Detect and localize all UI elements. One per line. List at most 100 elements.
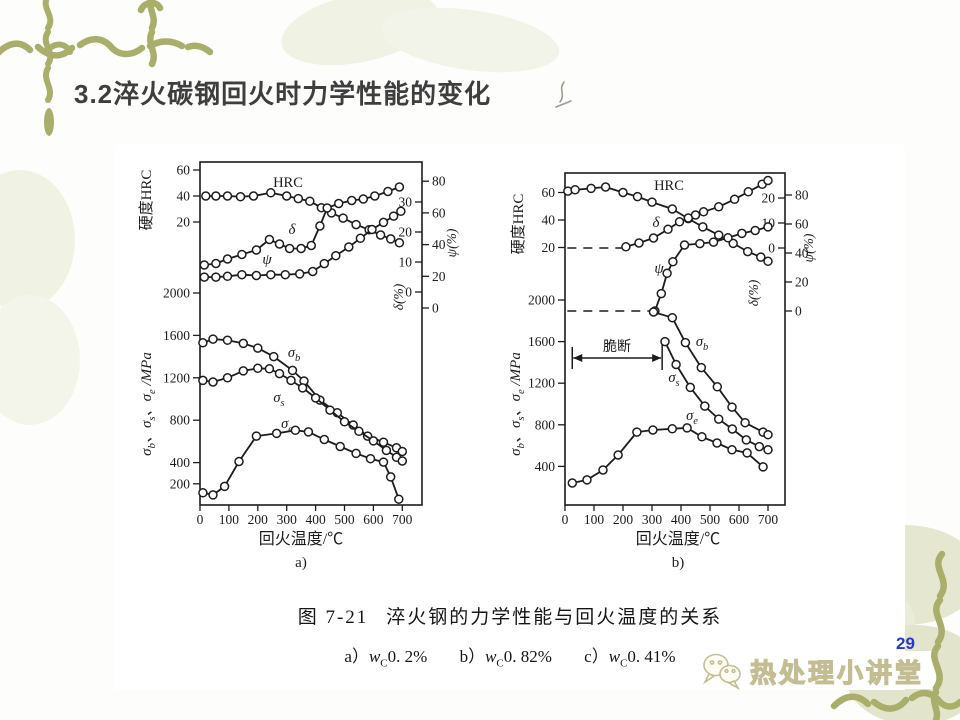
svg-text:σb: σb bbox=[288, 345, 300, 364]
curve-sigma_b bbox=[648, 307, 773, 440]
svg-text:400: 400 bbox=[671, 512, 692, 527]
vine-decoration-bottom-right-horizontal bbox=[830, 689, 960, 712]
svg-text:ψ: ψ bbox=[262, 252, 272, 268]
svg-text:40: 40 bbox=[542, 213, 556, 228]
svg-text:HRC: HRC bbox=[654, 178, 684, 194]
svg-text:0: 0 bbox=[197, 512, 204, 527]
svg-text:脆断: 脆断 bbox=[603, 338, 631, 355]
figure-number: 图 7-21 bbox=[297, 607, 369, 628]
svg-text:600: 600 bbox=[363, 512, 384, 527]
svg-text:δ: δ bbox=[653, 215, 661, 231]
plot-border bbox=[199, 161, 423, 506]
chart-b-content: 0 100 200 300 400 500 600 700604020200016001200… bbox=[508, 172, 816, 571]
svg-text:1600: 1600 bbox=[163, 328, 190, 343]
svg-text:200: 200 bbox=[170, 476, 191, 491]
svg-text:0: 0 bbox=[432, 301, 439, 316]
svg-text:ψ(%): ψ(%) bbox=[801, 233, 816, 262]
svg-text:20: 20 bbox=[399, 225, 413, 240]
svg-text:400: 400 bbox=[535, 459, 556, 474]
page-number: 29 bbox=[896, 634, 915, 653]
figure-title: 淬火钢的力学性能与回火温度的关系 bbox=[386, 607, 723, 628]
curve-HRC bbox=[563, 182, 773, 267]
svg-text:700: 700 bbox=[392, 512, 413, 527]
logo-watermark: 热处理小讲堂 bbox=[700, 650, 924, 692]
caption-item-c: c）wC0. 41% bbox=[584, 647, 676, 670]
svg-text:30: 30 bbox=[399, 195, 413, 210]
svg-text:800: 800 bbox=[535, 417, 556, 432]
slide-title: 3.2淬火碳钢回火时力学性能的变化 bbox=[74, 79, 492, 109]
svg-text:0: 0 bbox=[768, 241, 775, 256]
svg-text:60: 60 bbox=[432, 205, 446, 220]
svg-text:0: 0 bbox=[795, 304, 802, 319]
chart-a-content: 0 100 200 300 400 500 600 700604020200016001200… bbox=[138, 161, 459, 571]
svg-text:100: 100 bbox=[584, 512, 605, 527]
svg-text:700: 700 bbox=[758, 512, 779, 527]
svg-text:1600: 1600 bbox=[528, 334, 555, 349]
svg-text:回火温度/℃: 回火温度/℃ bbox=[259, 530, 343, 548]
caption-item-b: b）wC0. 82% bbox=[459, 647, 552, 670]
svg-text:b): b) bbox=[672, 555, 685, 571]
svg-text:20: 20 bbox=[762, 191, 776, 206]
svg-text:20: 20 bbox=[432, 269, 446, 284]
curve-sigma_s bbox=[198, 363, 408, 466]
curve-delta bbox=[621, 175, 773, 252]
leaf-doodle-small bbox=[555, 81, 572, 108]
svg-text:60: 60 bbox=[795, 217, 809, 232]
svg-text:40: 40 bbox=[432, 237, 446, 252]
svg-text:10: 10 bbox=[399, 255, 413, 270]
svg-text:600: 600 bbox=[729, 512, 750, 527]
curve-psi bbox=[199, 206, 406, 282]
vine-decoration-left bbox=[42, 0, 73, 136]
svg-text:200: 200 bbox=[248, 512, 269, 527]
svg-text:0: 0 bbox=[562, 512, 569, 527]
logo-text: 热处理小讲堂 bbox=[749, 657, 925, 688]
svg-text:σb、σs、σe /MPa: σb、σs、σe /MPa bbox=[139, 352, 158, 456]
svg-text:80: 80 bbox=[432, 174, 446, 189]
figure-background bbox=[115, 145, 905, 690]
vine-decoration-top bbox=[0, 0, 214, 68]
figure-caption: 图 7-21 淬火钢的力学性能与回火温度的关系 a）wC0. 2% b）wC0. … bbox=[115, 602, 905, 669]
svg-text:σs: σs bbox=[273, 390, 284, 409]
caption-subtitle-line: a）wC0. 2% b）wC0. 82% c）wC0. 41% bbox=[115, 642, 905, 669]
wechat-bubbles-icon bbox=[702, 653, 741, 691]
svg-text:20: 20 bbox=[542, 240, 556, 255]
watermark-leaves-left bbox=[0, 170, 80, 425]
svg-text:硬度HRC: 硬度HRC bbox=[510, 194, 527, 255]
svg-text:HRC: HRC bbox=[273, 175, 303, 191]
svg-text:60: 60 bbox=[177, 163, 191, 178]
plot-border bbox=[564, 172, 786, 506]
svg-text:400: 400 bbox=[170, 455, 191, 470]
svg-text:σb、σs、σe /MPa: σb、σs、σe /MPa bbox=[508, 352, 527, 456]
svg-text:400: 400 bbox=[305, 512, 326, 527]
curve-sigma_e bbox=[198, 425, 404, 504]
curve-psi bbox=[650, 222, 773, 316]
svg-text:40: 40 bbox=[177, 189, 191, 204]
caption-title-line: 图 7-21 淬火钢的力学性能与回火温度的关系 bbox=[115, 602, 905, 629]
svg-text:1200: 1200 bbox=[528, 376, 555, 391]
svg-text:δ(%): δ(%) bbox=[746, 279, 761, 306]
svg-text:δ: δ bbox=[289, 222, 297, 238]
svg-text:80: 80 bbox=[795, 188, 809, 203]
curve-sigma_s bbox=[660, 336, 773, 455]
svg-text:1200: 1200 bbox=[163, 370, 190, 385]
svg-text:a): a) bbox=[295, 555, 307, 571]
svg-text:20: 20 bbox=[177, 215, 191, 230]
svg-text:60: 60 bbox=[542, 185, 556, 200]
curve-sigma_e bbox=[567, 423, 768, 488]
svg-text:2000: 2000 bbox=[528, 293, 555, 308]
svg-text:300: 300 bbox=[642, 512, 663, 527]
svg-text:0: 0 bbox=[405, 285, 412, 300]
svg-text:500: 500 bbox=[334, 512, 355, 527]
svg-text:ψ: ψ bbox=[654, 261, 664, 277]
svg-text:δ(%): δ(%) bbox=[391, 283, 406, 310]
svg-text:σs: σs bbox=[668, 370, 679, 389]
svg-text:40: 40 bbox=[795, 246, 809, 261]
svg-text:硬度HRC: 硬度HRC bbox=[138, 170, 155, 231]
svg-text:100: 100 bbox=[219, 512, 240, 527]
chart-b-tempering-0.82C: 0 100 200 300 400 500 600 700604020200016001200… bbox=[508, 172, 816, 571]
svg-text:回火温度/℃: 回火温度/℃ bbox=[636, 530, 720, 548]
svg-text:500: 500 bbox=[700, 512, 721, 527]
svg-text:2000: 2000 bbox=[163, 286, 190, 301]
svg-text:200: 200 bbox=[613, 512, 634, 527]
